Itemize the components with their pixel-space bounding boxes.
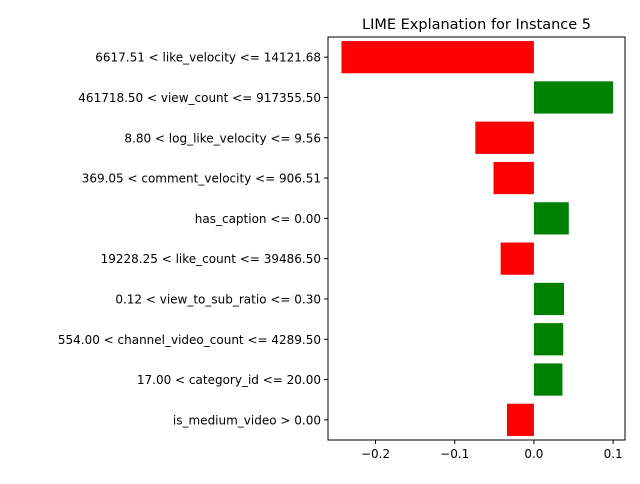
- bar-7: [533, 323, 564, 356]
- y-tick-label-5: 19228.25 < like_count <= 39486.50: [101, 252, 321, 266]
- y-tick-label-7: 554.00 < channel_video_count <= 4289.50: [58, 333, 321, 347]
- bar-0: [341, 41, 534, 74]
- chart-title: LIME Explanation for Instance 5: [362, 17, 591, 33]
- y-tick-label-9: is_medium_video > 0.00: [173, 413, 321, 427]
- y-tick-label-6: 0.12 < view_to_sub_ratio <= 0.30: [115, 292, 321, 306]
- y-tick-label-8: 17.00 < category_id <= 20.00: [137, 373, 321, 387]
- plot-frame: [327, 36, 626, 441]
- x-tick-label-1: −0.1: [440, 447, 469, 461]
- x-ticks-group: −0.2 −0.1 0.0 0.1: [361, 440, 623, 461]
- bar-8: [533, 363, 563, 396]
- bar-1: [533, 81, 614, 114]
- bar-9: [506, 403, 534, 436]
- x-tick-label-0: −0.2: [361, 447, 390, 461]
- x-tick-label-2: 0.0: [524, 447, 543, 461]
- bar-5: [500, 242, 534, 275]
- y-tick-label-0: 6617.51 < like_velocity <= 14121.68: [95, 51, 321, 65]
- y-tick-label-4: has_caption <= 0.00: [195, 212, 321, 226]
- bar-6: [533, 282, 565, 316]
- bar-4: [533, 202, 569, 235]
- y-tick-label-2: 8.80 < log_like_velocity <= 9.56: [124, 131, 321, 145]
- bar-3: [493, 161, 534, 195]
- bars-group: [341, 41, 614, 436]
- bar-2: [475, 121, 534, 154]
- y-tick-labels-group: 6617.51 < like_velocity <= 14121.68 46171…: [58, 51, 328, 427]
- x-tick-label-3: 0.1: [604, 447, 623, 461]
- y-tick-label-1: 461718.50 < view_count <= 917355.50: [78, 91, 321, 105]
- y-tick-label-3: 369.05 < comment_velocity <= 906.51: [82, 172, 321, 186]
